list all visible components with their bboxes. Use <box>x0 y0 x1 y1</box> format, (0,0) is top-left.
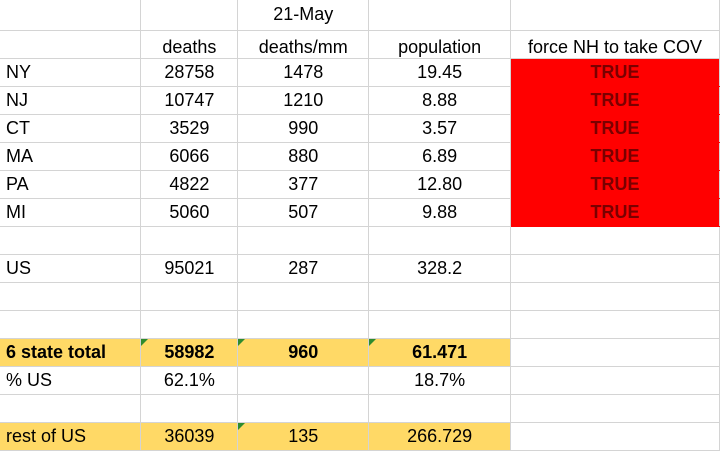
rest-deaths-per-mm[interactable]: 135 <box>237 422 370 451</box>
header-row-columns: deaths deaths/mm population force NH to … <box>0 30 720 59</box>
cell[interactable] <box>237 310 370 339</box>
empty-row <box>0 282 720 311</box>
pct-population[interactable]: 18.7% <box>368 366 512 395</box>
cell[interactable] <box>510 0 720 31</box>
state-name[interactable]: PA <box>0 170 142 199</box>
us-row: US 95021 287 328.2 <box>0 254 720 283</box>
table-row: MI 5060 507 9.88 TRUE <box>0 198 720 227</box>
state-name[interactable]: MI <box>0 198 142 227</box>
state-force-flag[interactable]: TRUE <box>510 198 720 227</box>
cell[interactable] <box>140 226 239 255</box>
empty-row <box>0 226 720 255</box>
cell[interactable] <box>0 282 142 311</box>
state-deaths[interactable]: 3529 <box>140 114 239 143</box>
rest-deaths[interactable]: 36039 <box>140 422 239 451</box>
cell[interactable] <box>510 422 720 451</box>
rest-row: rest of US 36039 135 266.729 <box>0 422 720 451</box>
state-deaths-per-mm[interactable]: 377 <box>237 170 370 199</box>
state-deaths-per-mm[interactable]: 507 <box>237 198 370 227</box>
state-force-flag[interactable]: TRUE <box>510 142 720 171</box>
cell[interactable] <box>510 282 720 311</box>
state-name[interactable]: NJ <box>0 86 142 115</box>
cell[interactable] <box>368 226 512 255</box>
cell[interactable] <box>0 0 142 31</box>
total-name[interactable]: 6 state total <box>0 338 142 367</box>
state-force-flag[interactable]: TRUE <box>510 58 720 87</box>
spreadsheet-grid: 21-May deaths deaths/mm population force… <box>0 0 720 451</box>
total-deaths[interactable]: 58982 <box>140 338 239 367</box>
total-row: 6 state total 58982 960 61.471 <box>0 338 720 367</box>
state-force-flag[interactable]: TRUE <box>510 86 720 115</box>
state-population[interactable]: 8.88 <box>368 86 512 115</box>
header-deaths-per-mm[interactable]: deaths/mm <box>237 30 370 59</box>
us-deaths[interactable]: 95021 <box>140 254 239 283</box>
table-row: MA 6066 880 6.89 TRUE <box>0 142 720 171</box>
cell[interactable] <box>510 338 720 367</box>
header-row-date: 21-May <box>0 0 720 31</box>
cell[interactable] <box>368 394 512 423</box>
us-deaths-per-mm[interactable]: 287 <box>237 254 370 283</box>
cell[interactable] <box>140 394 239 423</box>
header-population[interactable]: population <box>368 30 512 59</box>
table-row: CT 3529 990 3.57 TRUE <box>0 114 720 143</box>
state-deaths-per-mm[interactable]: 1478 <box>237 58 370 87</box>
total-population[interactable]: 61.471 <box>368 338 512 367</box>
rest-name[interactable]: rest of US <box>0 422 142 451</box>
empty-row <box>0 394 720 423</box>
pct-row: % US 62.1% 18.7% <box>0 366 720 395</box>
state-deaths-per-mm[interactable]: 1210 <box>237 86 370 115</box>
header-deaths[interactable]: deaths <box>140 30 239 59</box>
header-date[interactable]: 21-May <box>237 0 370 31</box>
pct-name[interactable]: % US <box>0 366 142 395</box>
state-population[interactable]: 9.88 <box>368 198 512 227</box>
total-deaths-per-mm[interactable]: 960 <box>237 338 370 367</box>
state-population[interactable]: 19.45 <box>368 58 512 87</box>
cell[interactable] <box>140 282 239 311</box>
state-deaths[interactable]: 28758 <box>140 58 239 87</box>
state-deaths[interactable]: 4822 <box>140 170 239 199</box>
state-deaths-per-mm[interactable]: 880 <box>237 142 370 171</box>
state-name[interactable]: CT <box>0 114 142 143</box>
cell[interactable] <box>237 394 370 423</box>
cell[interactable] <box>0 226 142 255</box>
cell[interactable] <box>0 310 142 339</box>
cell[interactable] <box>510 254 720 283</box>
state-force-flag[interactable]: TRUE <box>510 114 720 143</box>
table-row: PA 4822 377 12.80 TRUE <box>0 170 720 199</box>
state-deaths[interactable]: 6066 <box>140 142 239 171</box>
table-row: NY 28758 1478 19.45 TRUE <box>0 58 720 87</box>
cell[interactable] <box>510 394 720 423</box>
cell[interactable] <box>510 226 720 255</box>
us-population[interactable]: 328.2 <box>368 254 512 283</box>
cell[interactable] <box>237 366 370 395</box>
table-row: NJ 10747 1210 8.88 TRUE <box>0 86 720 115</box>
rest-population[interactable]: 266.729 <box>368 422 512 451</box>
state-deaths-per-mm[interactable]: 990 <box>237 114 370 143</box>
cell[interactable] <box>140 0 239 31</box>
state-force-flag[interactable]: TRUE <box>510 170 720 199</box>
cell[interactable] <box>368 0 512 31</box>
cell[interactable] <box>140 310 239 339</box>
cell[interactable] <box>237 282 370 311</box>
state-population[interactable]: 6.89 <box>368 142 512 171</box>
us-name[interactable]: US <box>0 254 142 283</box>
state-population[interactable]: 12.80 <box>368 170 512 199</box>
state-population[interactable]: 3.57 <box>368 114 512 143</box>
state-name[interactable]: MA <box>0 142 142 171</box>
state-deaths[interactable]: 5060 <box>140 198 239 227</box>
cell[interactable] <box>368 282 512 311</box>
cell[interactable] <box>368 310 512 339</box>
empty-row <box>0 310 720 339</box>
cell[interactable] <box>0 30 142 59</box>
cell[interactable] <box>0 394 142 423</box>
header-force[interactable]: force NH to take COV <box>510 30 720 59</box>
state-deaths[interactable]: 10747 <box>140 86 239 115</box>
cell[interactable] <box>237 226 370 255</box>
cell[interactable] <box>510 366 720 395</box>
state-name[interactable]: NY <box>0 58 142 87</box>
pct-deaths[interactable]: 62.1% <box>140 366 239 395</box>
cell[interactable] <box>510 310 720 339</box>
